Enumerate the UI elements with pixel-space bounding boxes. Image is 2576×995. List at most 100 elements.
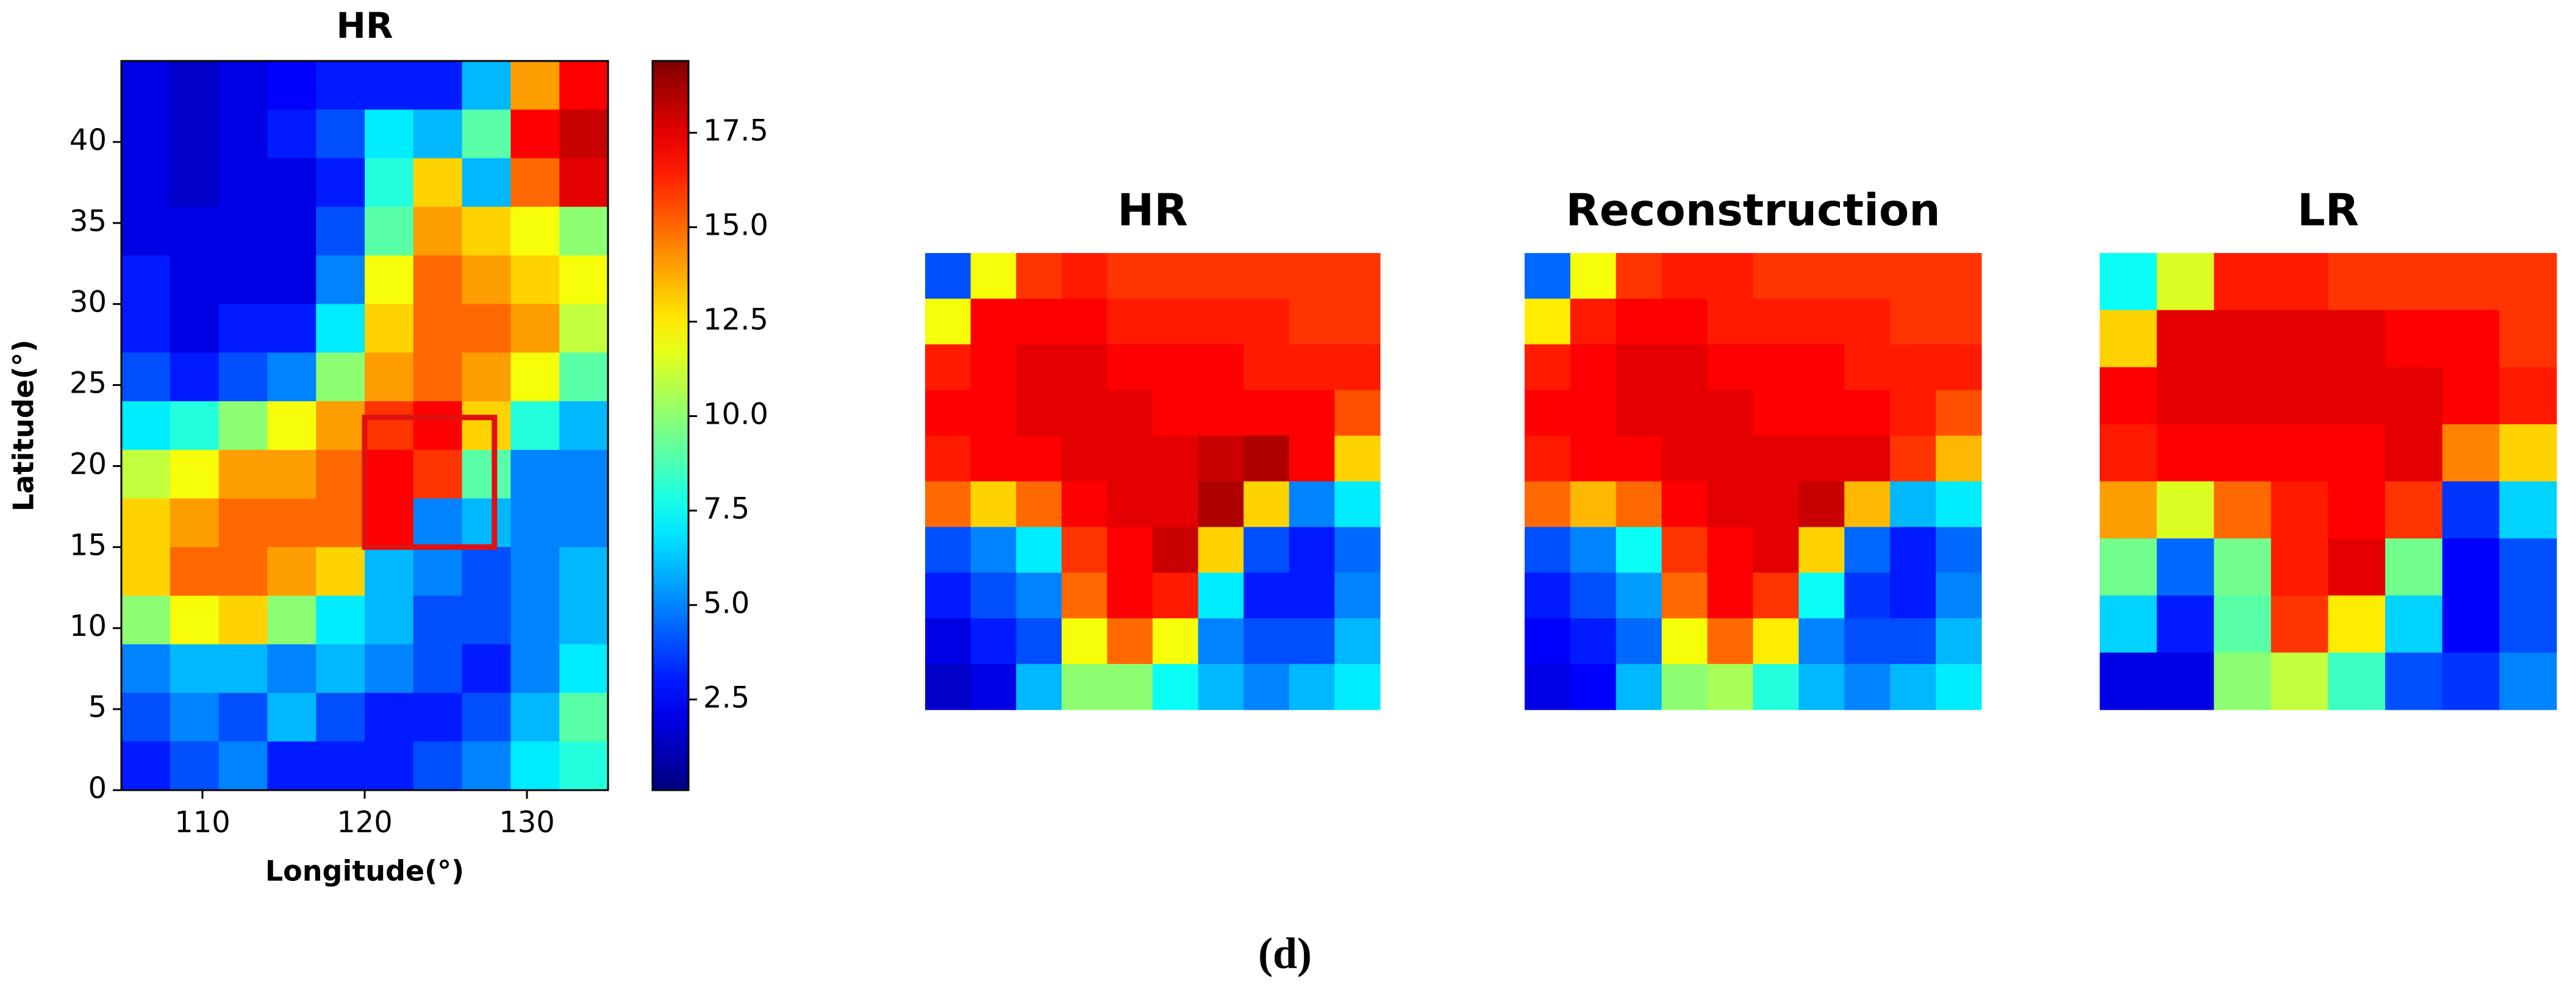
heatmap-cell bbox=[1243, 253, 1290, 299]
heatmap-cell bbox=[2214, 253, 2272, 311]
heatmap-cell bbox=[1525, 527, 1571, 573]
heatmap-cell bbox=[316, 741, 365, 791]
heatmap-cell bbox=[2328, 424, 2386, 482]
heatmap-cell bbox=[510, 304, 560, 353]
heatmap-cell bbox=[925, 390, 971, 437]
heatmap-cell bbox=[2328, 595, 2386, 653]
heatmap-cell bbox=[1107, 664, 1153, 710]
heatmap-cell bbox=[1661, 618, 1708, 665]
heatmap-cell bbox=[1061, 481, 1107, 527]
heatmap-cell bbox=[1844, 481, 1891, 527]
colorbar-tick-label: 2.5 bbox=[703, 680, 750, 715]
heatmap-cell bbox=[1753, 481, 1799, 527]
heatmap-cell bbox=[1661, 572, 1708, 619]
heatmap-cell bbox=[1107, 618, 1153, 665]
heatmap-cell bbox=[1153, 344, 1199, 391]
heatmap-cell bbox=[170, 596, 220, 645]
heatmap-cell bbox=[1525, 481, 1571, 527]
heatmap-cell bbox=[510, 596, 560, 645]
heatmap-cell bbox=[1844, 527, 1891, 573]
heatmap-cell bbox=[2328, 253, 2386, 311]
heatmap-cell bbox=[170, 693, 220, 742]
panel-title: HR bbox=[1117, 185, 1188, 236]
heatmap-cell bbox=[1844, 618, 1891, 665]
heatmap-cell bbox=[2100, 367, 2158, 425]
x-axis-label: Longitude(°) bbox=[265, 855, 464, 888]
heatmap-cell bbox=[1798, 618, 1845, 665]
heatmap-cell bbox=[2156, 424, 2214, 482]
heatmap-cell bbox=[1570, 481, 1617, 527]
heatmap-cell bbox=[1243, 618, 1290, 665]
heatmap-cell bbox=[1061, 664, 1107, 710]
heatmap-cell bbox=[1890, 481, 1936, 527]
heatmap-cell bbox=[925, 527, 971, 573]
heatmap-cell bbox=[170, 304, 220, 353]
heatmap-cell bbox=[121, 741, 171, 791]
y-axis-label: Latitude(°) bbox=[7, 340, 40, 512]
heatmap-cell bbox=[170, 158, 220, 207]
heatmap-cell bbox=[1153, 527, 1199, 573]
heatmap-cell bbox=[413, 61, 463, 110]
heatmap-cell bbox=[1334, 664, 1381, 710]
heatmap-cell bbox=[267, 741, 317, 791]
heatmap-cell bbox=[559, 449, 609, 499]
heatmap-cell bbox=[1016, 435, 1062, 482]
heatmap-cell bbox=[559, 304, 609, 353]
heatmap-cell bbox=[365, 207, 414, 256]
heatmap-cell bbox=[413, 644, 463, 694]
heatmap-cell bbox=[218, 693, 268, 742]
heatmap-cell bbox=[2385, 481, 2443, 539]
heatmap-cell bbox=[2499, 253, 2557, 311]
heatmap-cell bbox=[1243, 435, 1290, 482]
heatmap-cell bbox=[267, 207, 317, 256]
heatmap-cell bbox=[1334, 298, 1381, 345]
heatmap-cell bbox=[1615, 435, 1662, 482]
heatmap-cell bbox=[1289, 481, 1335, 527]
y-tick-label: 25 bbox=[70, 366, 107, 401]
heatmap-cell bbox=[1707, 572, 1754, 619]
heatmap-cell bbox=[121, 255, 171, 305]
heatmap-cell bbox=[2100, 310, 2158, 368]
heatmap-cell bbox=[218, 498, 268, 547]
heatmap-cell bbox=[2214, 367, 2272, 425]
heatmap-cell bbox=[2328, 538, 2386, 596]
heatmap-cell bbox=[1615, 618, 1662, 665]
heatmap-cell bbox=[559, 109, 609, 159]
heatmap-cell bbox=[413, 109, 463, 159]
heatmap-cell bbox=[1016, 618, 1062, 665]
heatmap-cell bbox=[462, 449, 511, 499]
heatmap-cell bbox=[1334, 572, 1381, 619]
heatmap-cell bbox=[2214, 481, 2272, 539]
heatmap-cell bbox=[1525, 253, 1571, 299]
heatmap-cell bbox=[559, 352, 609, 402]
heatmap-cell bbox=[925, 344, 971, 391]
heatmap-cell bbox=[1798, 253, 1845, 299]
heatmap-cell bbox=[970, 618, 1017, 665]
heatmap-cell bbox=[316, 693, 365, 742]
heatmap-cell bbox=[316, 498, 365, 547]
heatmap-cell bbox=[1570, 344, 1617, 391]
heatmap-cell bbox=[1334, 435, 1381, 482]
heatmap-cell bbox=[510, 352, 560, 402]
heatmap-cell bbox=[121, 644, 171, 694]
heatmap-cell bbox=[1525, 435, 1571, 482]
heatmap-cell bbox=[510, 207, 560, 256]
heatmap-cell bbox=[267, 596, 317, 645]
heatmap-cell bbox=[218, 352, 268, 402]
heatmap-cell bbox=[2100, 481, 2158, 539]
heatmap-cell bbox=[1890, 527, 1936, 573]
heatmap-cell bbox=[121, 61, 171, 110]
heatmap-cell bbox=[462, 498, 511, 547]
heatmap-cell bbox=[1753, 390, 1799, 437]
heatmap-cell bbox=[1844, 390, 1891, 437]
heatmap-cell bbox=[1525, 298, 1571, 345]
colorbar bbox=[651, 60, 690, 791]
heatmap-cell bbox=[462, 401, 511, 451]
heatmap-cell bbox=[2214, 424, 2272, 482]
caption: (d) bbox=[1258, 929, 1312, 978]
heatmap-cell bbox=[413, 741, 463, 791]
heatmap-cell bbox=[462, 207, 511, 256]
heatmap-cell bbox=[1061, 253, 1107, 299]
heatmap-cell bbox=[413, 158, 463, 207]
